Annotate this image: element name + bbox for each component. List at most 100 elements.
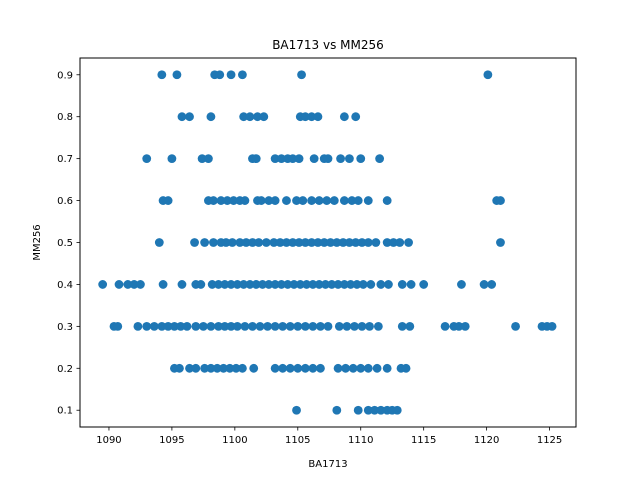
data-point <box>329 196 339 205</box>
data-point <box>297 70 306 80</box>
data-point <box>270 321 280 331</box>
data-point <box>353 196 363 205</box>
data-point <box>207 280 217 289</box>
data-point <box>479 280 489 289</box>
data-point <box>204 154 213 164</box>
data-point <box>348 363 358 373</box>
data-point <box>212 363 222 373</box>
data-point <box>496 196 505 205</box>
data-point <box>163 321 173 331</box>
data-point <box>175 363 184 373</box>
data-point <box>167 154 177 164</box>
y-tick-label: 0.3 <box>57 322 73 333</box>
data-point <box>264 280 274 289</box>
data-point <box>288 154 298 164</box>
data-point <box>264 196 274 205</box>
data-point <box>226 321 236 331</box>
data-point <box>370 405 379 415</box>
data-point <box>191 363 201 373</box>
data-point <box>365 321 374 331</box>
data-point <box>316 321 325 331</box>
data-point <box>357 238 367 247</box>
data-point <box>323 321 333 331</box>
data-point <box>371 238 381 247</box>
data-point <box>176 321 186 331</box>
data-point <box>238 70 247 80</box>
data-point <box>347 196 357 205</box>
data-point <box>259 112 269 122</box>
x-tick-label: 1100 <box>222 435 247 446</box>
data-point <box>298 196 308 205</box>
data-point <box>285 363 295 373</box>
data-point <box>220 321 230 331</box>
data-point <box>226 280 236 289</box>
x-tick-label: 1095 <box>159 435 184 446</box>
data-point <box>219 363 228 373</box>
data-point <box>382 196 392 205</box>
data-point <box>249 363 259 373</box>
y-tick-label: 0.6 <box>57 196 73 207</box>
data-point <box>163 196 173 205</box>
data-point <box>389 238 398 247</box>
data-point <box>339 196 349 205</box>
data-point <box>282 196 291 205</box>
data-point <box>373 321 383 331</box>
data-point <box>322 196 332 205</box>
data-point <box>316 363 325 373</box>
data-point <box>372 363 382 373</box>
data-point <box>300 363 310 373</box>
data-point <box>334 321 344 331</box>
data-point <box>98 280 108 289</box>
data-point <box>254 238 264 247</box>
data-point <box>419 280 429 289</box>
data-point <box>270 363 280 373</box>
data-point <box>185 363 194 373</box>
data-point <box>256 196 266 205</box>
data-point <box>483 70 493 80</box>
data-point <box>229 196 238 205</box>
data-point <box>356 363 366 373</box>
data-point <box>404 238 413 247</box>
data-point <box>172 70 182 80</box>
data-point <box>251 280 261 289</box>
data-point <box>457 280 466 289</box>
data-point <box>288 238 298 247</box>
data-point <box>346 280 356 289</box>
data-point <box>339 112 349 122</box>
data-point <box>113 321 123 331</box>
data-point <box>356 154 366 164</box>
x-tick-label: 1125 <box>537 435 562 446</box>
data-point <box>209 238 218 247</box>
data-point <box>300 238 310 247</box>
data-point <box>376 405 386 415</box>
data-point <box>454 321 464 331</box>
data-point <box>326 238 335 247</box>
data-point <box>232 321 242 331</box>
data-point <box>375 154 385 164</box>
data-point <box>177 112 187 122</box>
data-point <box>269 238 279 247</box>
x-axis-label: BA1713 <box>308 459 347 470</box>
data-point <box>460 321 470 331</box>
data-point <box>198 321 208 331</box>
data-point <box>511 321 520 331</box>
x-tick-label: 1115 <box>411 435 436 446</box>
data-point <box>352 280 362 289</box>
data-point <box>339 280 349 289</box>
data-point <box>547 321 557 331</box>
y-tick-label: 0.4 <box>57 280 73 291</box>
data-point <box>321 280 330 289</box>
data-point <box>261 238 271 247</box>
data-point <box>200 363 210 373</box>
data-points <box>98 70 557 415</box>
data-point <box>196 280 206 289</box>
data-point <box>341 363 351 373</box>
data-point <box>308 321 318 331</box>
data-point <box>283 280 293 289</box>
data-point <box>225 363 235 373</box>
data-point <box>142 154 152 164</box>
data-point <box>241 238 251 247</box>
data-point <box>300 321 310 331</box>
data-point <box>129 280 139 289</box>
data-point <box>253 112 262 122</box>
